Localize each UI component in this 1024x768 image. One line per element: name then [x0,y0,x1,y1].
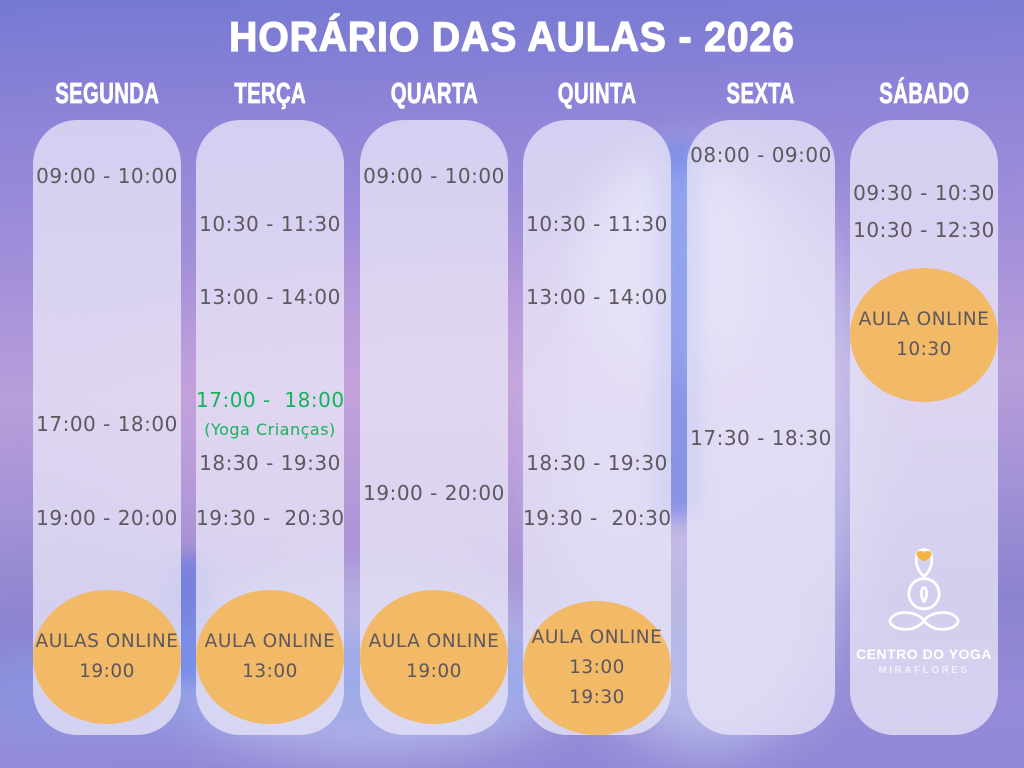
online-class-text: 10:30 [896,339,952,360]
time-slot: 19:00 - 20:00 [36,506,178,530]
brand-name: CENTRO DO YOGA [856,646,992,662]
online-class-text: 19:00 [79,661,135,682]
day-header-quinta: QUINTA [523,79,671,111]
brand-subtitle: MIRAFLORES [878,665,970,676]
online-class-badge: AULA ONLINE 13:00 [196,590,344,724]
time-slot: 10:30 - 11:30 [199,212,341,236]
time-slot: 13:00 - 14:00 [199,285,341,309]
time-slot: 09:00 - 10:00 [363,164,505,188]
online-class-badge: AULA ONLINE 13:00 19:30 [523,601,671,735]
online-class-text: AULA ONLINE [858,309,990,330]
day-header-label: SÁBADO [878,78,970,110]
time-slot: 19:00 - 20:00 [363,481,505,505]
heart-icon [916,551,932,562]
brand-logo: CENTRO DO YOGA MIRAFLORES [850,540,998,676]
day-header-label: TERÇA [234,78,306,110]
column-sabado: 09:30 - 10:30 10:30 - 12:30 AULA ONLINE 10:… [850,120,998,735]
time-slot: 19:30 - 20:30 [523,506,671,530]
day-header-label: QUINTA [557,78,637,110]
time-slot: 17:00 - 18:00 [196,388,344,412]
column-sexta: 08:00 - 09:00 17:30 - 18:30 [687,120,835,735]
meditation-figure-icon [888,548,960,631]
time-slot-note: (Yoga Crianças) [204,420,336,439]
online-class-text: AULA ONLINE [368,631,500,652]
day-header-terca: TERÇA [196,79,344,111]
online-class-badge: AULA ONLINE 10:30 [850,268,998,402]
time-slot: 10:30 - 11:30 [526,212,668,236]
day-header-quarta: QUARTA [360,79,508,111]
time-slot: 17:00 - 18:00 [36,412,178,436]
day-header-label: SEXTA [727,78,795,110]
online-class-text: 13:00 [569,657,625,678]
online-class-text: AULA ONLINE [204,631,336,652]
time-slot: 08:00 - 09:00 [690,143,832,167]
page-title: HORÁRIO DAS AULAS - 2026 [229,12,795,60]
column-segunda: 09:00 - 10:00 17:00 - 18:00 19:00 - 20:00 A… [33,120,181,735]
column-terca: 10:30 - 11:30 13:00 - 14:00 17:00 - 18:00 (… [196,120,344,735]
online-class-text: 19:30 [569,687,625,708]
day-header-sabado: SÁBADO [850,79,998,111]
online-class-text: 13:00 [242,661,298,682]
time-slot: 17:30 - 18:30 [690,426,832,450]
time-slot: 19:30 - 20:30 [196,506,344,530]
time-slot: 13:00 - 14:00 [526,285,668,309]
column-quarta: 09:00 - 10:00 19:00 - 20:00 AULA ONLINE 19:… [360,120,508,735]
time-slot: 09:30 - 10:30 [853,181,995,205]
day-header-label: SEGUNDA [55,78,160,110]
time-slot: 18:30 - 19:30 [526,451,668,475]
online-class-text: AULA ONLINE [531,627,663,648]
online-class-text: AULAS ONLINE [35,631,179,652]
day-header-sexta: SEXTA [687,79,835,111]
time-slot: 09:00 - 10:00 [36,164,178,188]
online-class-badge: AULA ONLINE 19:00 [360,590,508,724]
column-quinta: 10:30 - 11:30 13:00 - 14:00 18:30 - 19:30 1… [523,120,671,735]
online-class-badge: AULAS ONLINE 19:00 [33,590,181,724]
online-class-text: 19:00 [406,661,462,682]
time-slot: 18:30 - 19:30 [199,451,341,475]
day-header-label: QUARTA [390,78,478,110]
time-slot: 10:30 - 12:30 [853,218,995,242]
day-header-segunda: SEGUNDA [33,79,181,111]
